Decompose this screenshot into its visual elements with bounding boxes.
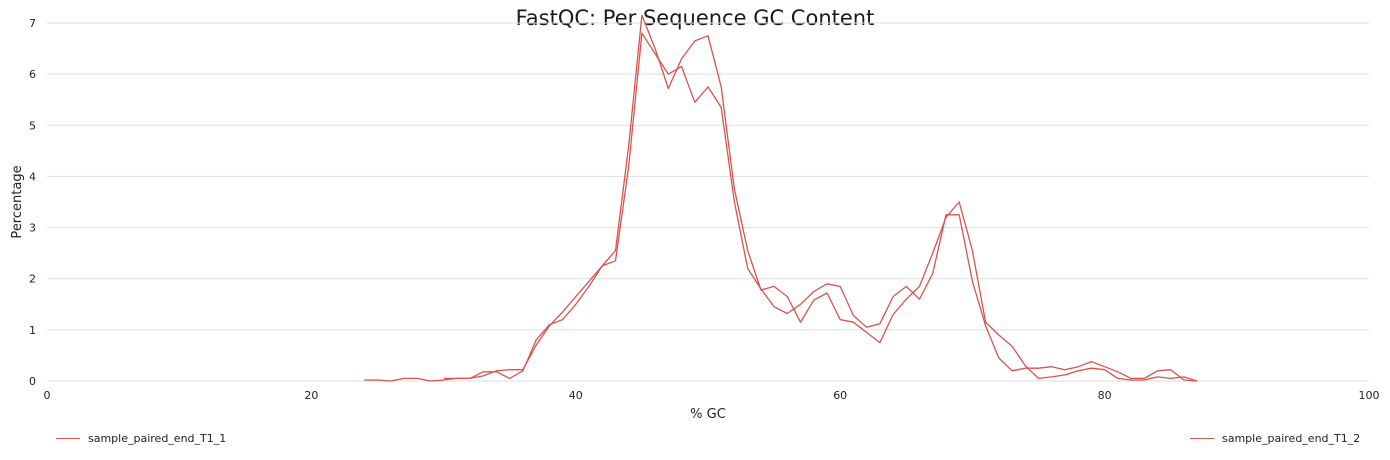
- y-tick-label: 2: [29, 273, 36, 286]
- grid-lines: [47, 22, 1369, 331]
- y-tick-label: 6: [29, 68, 36, 81]
- x-tick-label: 0: [44, 389, 51, 402]
- y-tick-label: 1: [29, 324, 36, 337]
- x-tick-label: 80: [1098, 389, 1112, 402]
- series-line-1[interactable]: [364, 32, 1198, 382]
- y-tick-label: 4: [29, 170, 36, 183]
- x-tick-label: 60: [833, 389, 847, 402]
- x-tick-labels: 0 20 40 60 80 100: [44, 389, 1380, 402]
- x-tick-label: 20: [304, 389, 318, 402]
- legend-line-swatch: [1190, 438, 1214, 439]
- y-tick-label: 5: [29, 119, 36, 132]
- y-axis-label: Percentage: [10, 165, 25, 238]
- x-tick-label: 100: [1359, 389, 1380, 402]
- y-tick-label: 0: [29, 375, 36, 388]
- series-line-2[interactable]: [443, 14, 1198, 382]
- y-tick-label: 3: [29, 222, 36, 235]
- x-tick-label: 40: [569, 389, 583, 402]
- chart-title: FastQC: Per Sequence GC Content: [515, 6, 875, 30]
- legend-label-series-2: sample_paired_end_T1_2: [1222, 432, 1361, 445]
- series-layer: [364, 14, 1198, 382]
- legend-label-series-1: sample_paired_end_T1_1: [88, 432, 227, 445]
- y-tick-label: 7: [29, 17, 36, 30]
- x-axis-label: % GC: [690, 407, 726, 422]
- legend-item-series-2[interactable]: sample_paired_end_T1_2: [1190, 432, 1360, 445]
- y-tick-labels: 0 1 2 3 4 5 6 7: [29, 17, 36, 388]
- legend-item-series-1[interactable]: sample_paired_end_T1_1: [56, 432, 226, 445]
- legend-line-swatch: [56, 438, 80, 439]
